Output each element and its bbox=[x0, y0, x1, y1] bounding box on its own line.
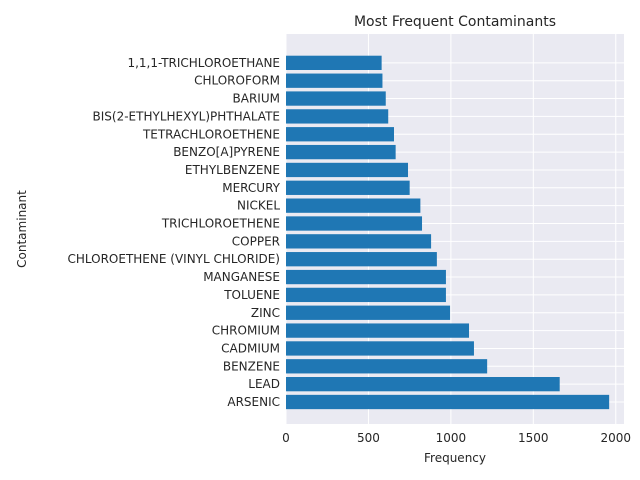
y-tick-label: TOLUENE bbox=[223, 288, 280, 302]
bar bbox=[286, 127, 394, 142]
y-tick-label: ZINC bbox=[251, 306, 280, 320]
y-tick-label: TRICHLOROETHENE bbox=[161, 217, 280, 231]
y-tick-label: CHLOROETHENE (VINYL CHLORIDE) bbox=[67, 252, 280, 266]
y-tick-label: COPPER bbox=[232, 234, 280, 248]
y-tick-label: NICKEL bbox=[237, 199, 280, 213]
x-tick-label: 2000 bbox=[600, 431, 631, 445]
bar bbox=[286, 91, 386, 106]
y-tick-label: MANGANESE bbox=[203, 270, 280, 284]
y-tick-labels: ARSENIC LEAD BENZENE CADMIUM CHROMIUM ZINC TOL… bbox=[67, 56, 280, 409]
bar bbox=[286, 269, 446, 285]
bar bbox=[286, 73, 383, 88]
bars bbox=[286, 55, 610, 410]
y-tick-label: BIS(2-ETHYLHEXYL)PHTHALATE bbox=[93, 109, 280, 123]
y-tick-label: TETRACHLOROETHENE bbox=[142, 127, 280, 141]
bar bbox=[286, 359, 488, 374]
y-tick-label: CHLOROFORM bbox=[194, 74, 280, 88]
bar bbox=[286, 216, 423, 231]
bar bbox=[286, 55, 382, 70]
bar bbox=[286, 180, 410, 195]
y-tick-label: BENZO[A]PYRENE bbox=[173, 145, 280, 159]
bar bbox=[286, 144, 396, 160]
x-tick-label: 1000 bbox=[436, 431, 467, 445]
bar bbox=[286, 109, 389, 124]
y-tick-label: ETHYLBENZENE bbox=[185, 163, 280, 177]
y-tick-label: BENZENE bbox=[223, 359, 280, 373]
bar bbox=[286, 252, 437, 267]
bar bbox=[286, 287, 446, 303]
bar bbox=[286, 323, 470, 338]
y-tick-label: BARIUM bbox=[233, 92, 280, 106]
bar bbox=[286, 234, 432, 249]
x-tick-label: 1500 bbox=[518, 431, 549, 445]
bar bbox=[286, 305, 451, 320]
x-tick-label: 500 bbox=[357, 431, 380, 445]
bar bbox=[286, 394, 610, 410]
bar bbox=[286, 162, 409, 178]
y-tick-label: CADMIUM bbox=[221, 341, 280, 355]
bar bbox=[286, 341, 474, 356]
y-tick-label: ARSENIC bbox=[227, 395, 280, 409]
bar bbox=[286, 198, 421, 213]
chart-title: Most Frequent Contaminants bbox=[354, 14, 556, 30]
bar bbox=[286, 377, 560, 392]
x-axis-label: Frequency bbox=[424, 451, 486, 465]
x-tick-labels: 0 500 1000 1500 2000 bbox=[282, 431, 631, 445]
y-tick-label: 1,1,1-TRICHLOROETHANE bbox=[127, 56, 280, 70]
x-tick-label: 0 bbox=[282, 431, 290, 445]
y-tick-label: LEAD bbox=[248, 377, 280, 391]
y-tick-label: MERCURY bbox=[222, 181, 280, 195]
y-tick-label: CHROMIUM bbox=[212, 324, 280, 338]
y-axis-label: Contaminant bbox=[15, 190, 29, 268]
